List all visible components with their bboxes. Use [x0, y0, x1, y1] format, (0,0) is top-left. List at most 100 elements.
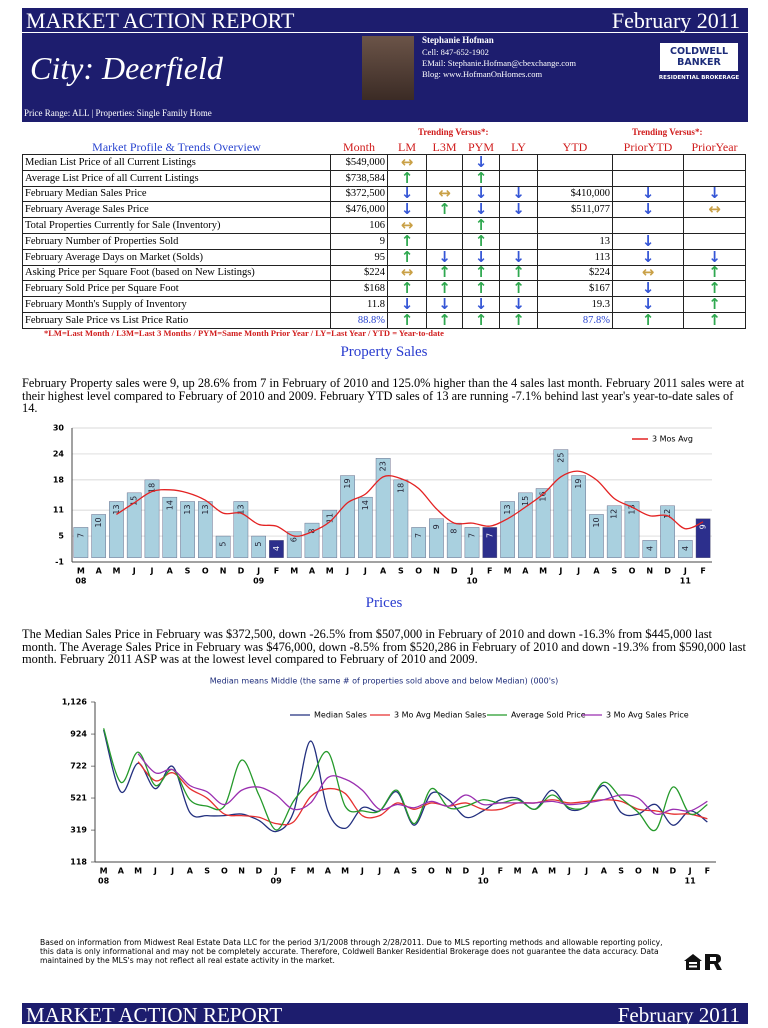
footer-band: MARKET ACTION REPORT February 2011 — [22, 1003, 748, 1027]
bar-value-label: 7 — [485, 533, 494, 538]
trend-arrow — [499, 154, 538, 171]
y-tick-label: -1 — [55, 558, 64, 567]
bar — [144, 479, 160, 558]
trend-arrow: ↓ — [612, 201, 684, 219]
bar-value-label: 13 — [628, 504, 637, 514]
agent-cell: Cell: 847-652-1902 — [422, 47, 489, 57]
trend-arrow — [612, 154, 684, 171]
x-tick-label: F — [498, 867, 503, 876]
x-tick-label: A — [167, 567, 174, 576]
trend-arrow: ↑ — [462, 232, 500, 250]
bar-value-label: 12 — [610, 509, 619, 519]
x-tick-label: A — [118, 867, 125, 876]
x-tick-label: M — [112, 567, 120, 576]
trend-arrow: ↔ — [387, 264, 427, 282]
column-header: LM — [387, 141, 427, 155]
legend-label: 3 Mos Avg — [652, 435, 693, 444]
trend-arrow: ↑ — [387, 311, 427, 329]
trend-arrow: ↑ — [462, 217, 500, 234]
row-label: February Sold Price per Square Foot — [22, 280, 331, 298]
table-row: February Average Days on Market (Solds) 9… — [22, 248, 746, 266]
cell-value: $511,077 — [537, 201, 613, 219]
bar — [180, 501, 195, 558]
trend-arrow: ↑ — [683, 296, 746, 313]
bar-value-label: 4 — [681, 546, 690, 551]
bar-value-label: 13 — [503, 504, 512, 514]
bar — [393, 479, 409, 558]
bar — [446, 522, 462, 558]
trend-arrow — [683, 154, 746, 171]
column-header: YTD — [537, 141, 613, 155]
cell-value: 88.8% — [330, 311, 388, 329]
x-tick-label: O — [415, 567, 422, 576]
trend-arrow: ↑ — [683, 311, 746, 329]
x-tick-label: F — [700, 567, 705, 576]
column-header: PriorYTD — [612, 141, 684, 155]
x-tick-label: A — [394, 867, 401, 876]
bar — [198, 501, 213, 558]
x-tick-label: M — [341, 867, 349, 876]
bar — [358, 496, 373, 558]
x-tick-label: N — [238, 867, 245, 876]
bar — [606, 505, 622, 558]
trend-arrow: ↓ — [462, 201, 500, 219]
trend-arrow: ↑ — [462, 169, 500, 187]
y-tick-label: 11 — [53, 506, 65, 515]
x-tick-label: J — [576, 567, 580, 576]
x-tick-label: J — [363, 567, 367, 576]
trend-arrow: ↓ — [499, 185, 538, 203]
agent-name: Stephanie Hofman — [422, 35, 494, 45]
bar-value-label: 25 — [556, 453, 565, 463]
bar-value-label: 13 — [183, 504, 192, 514]
trend-arrow — [499, 232, 538, 250]
trend-arrow: ↓ — [426, 248, 463, 266]
trend-arrow: ↔ — [387, 217, 427, 234]
x-tick-label: A — [380, 567, 387, 576]
trend-arrow — [426, 232, 463, 250]
x-tick-label: J — [256, 567, 260, 576]
bar — [571, 475, 586, 558]
report-title: MARKET ACTION REPORT — [26, 1003, 283, 1027]
year-label: 08 — [75, 577, 87, 586]
y-tick-label: 1,126 — [62, 698, 88, 707]
trend-arrow: ↓ — [499, 201, 538, 219]
trend-arrow: ↑ — [612, 311, 684, 329]
row-label: February Average Days on Market (Solds) — [22, 248, 331, 266]
x-tick-label: J — [150, 567, 154, 576]
disclaimer: Based on information from Midwest Real E… — [40, 938, 663, 965]
x-tick-label: S — [185, 567, 191, 576]
trend-arrow: ↓ — [426, 296, 463, 313]
row-label: February Month's Supply of Inventory — [22, 296, 331, 313]
trend-arrow: ↑ — [499, 280, 538, 298]
logo-text: BANKER — [677, 57, 721, 68]
column-header: Market Profile & Trends Overview — [22, 141, 331, 155]
table-row: February Median Sales Price $372,500 ↓ ↔ ↓ ↓ $… — [22, 185, 746, 203]
cell-value: $476,000 — [330, 201, 388, 219]
agent-blog: Blog: www.HofmanOnHomes.com — [422, 69, 543, 79]
bar-value-label: 16 — [539, 491, 548, 501]
y-tick-label: 5 — [58, 532, 64, 541]
row-label: Median List Price of all Current Listing… — [22, 154, 331, 171]
bar-value-label: 10 — [592, 517, 601, 527]
x-tick-label: S — [204, 867, 210, 876]
table-row: Total Properties Currently for Sale (Inv… — [22, 217, 746, 234]
trend-arrow: ↑ — [462, 264, 500, 282]
x-tick-label: N — [433, 567, 440, 576]
table-row: Median List Price of all Current Listing… — [22, 154, 746, 171]
trend-arrow: ↓ — [683, 185, 746, 203]
bar — [304, 522, 320, 558]
table-row: February Number of Properties Sold 9 ↑ ↑ 13 ↓ — [22, 232, 746, 250]
trend-arrow: ↔ — [683, 201, 746, 219]
x-tick-label: N — [445, 867, 452, 876]
trend-arrow: ↔ — [387, 154, 427, 171]
column-header: PriorYear — [683, 141, 746, 155]
y-tick-label: 118 — [70, 858, 87, 867]
bar — [375, 458, 391, 558]
agent-email: EMail: Stephanie.Hofman@cbexchange.com — [422, 58, 576, 68]
trend-arrow: ↑ — [387, 248, 427, 266]
bar — [73, 527, 89, 558]
legend-label: Median Sales — [314, 711, 367, 720]
x-tick-label: J — [345, 567, 349, 576]
report-date: February 2011 — [617, 1003, 740, 1027]
trend-arrow — [426, 169, 463, 187]
